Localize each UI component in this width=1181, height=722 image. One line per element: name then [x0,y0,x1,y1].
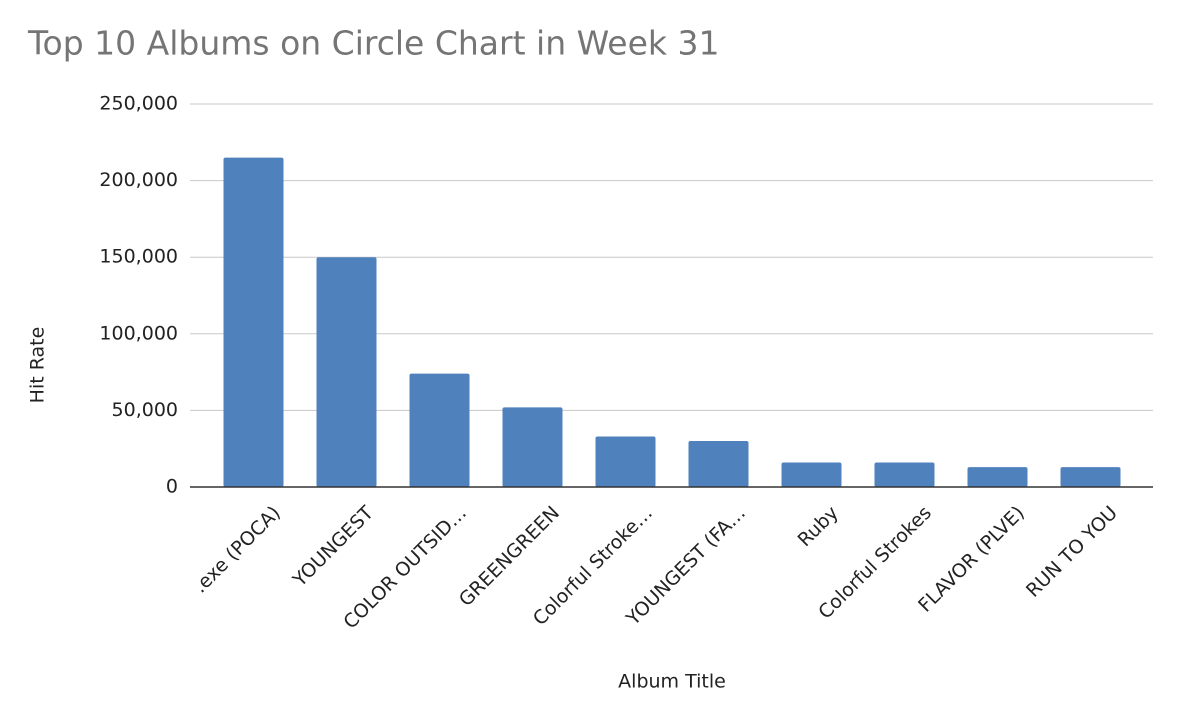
bar [502,407,563,487]
y-tick-label: 250,000 [99,93,178,115]
bar [781,462,842,487]
bar [595,436,656,487]
y-tick-label: 0 [166,476,178,498]
bar [223,157,284,487]
bar [316,257,377,487]
y-tick-label: 50,000 [112,399,178,421]
y-axis-title: Hit Rate [27,327,49,404]
x-axis-title: Album Title [618,671,726,693]
y-tick-label: 150,000 [99,246,178,268]
y-tick-label: 200,000 [99,169,178,191]
y-tick-label: 100,000 [99,322,178,344]
bar [967,467,1028,487]
bar [688,441,749,487]
bar [874,462,935,487]
bar [1060,467,1121,487]
chart-title: Top 10 Albums on Circle Chart in Week 31 [27,24,720,63]
bar [409,373,470,487]
